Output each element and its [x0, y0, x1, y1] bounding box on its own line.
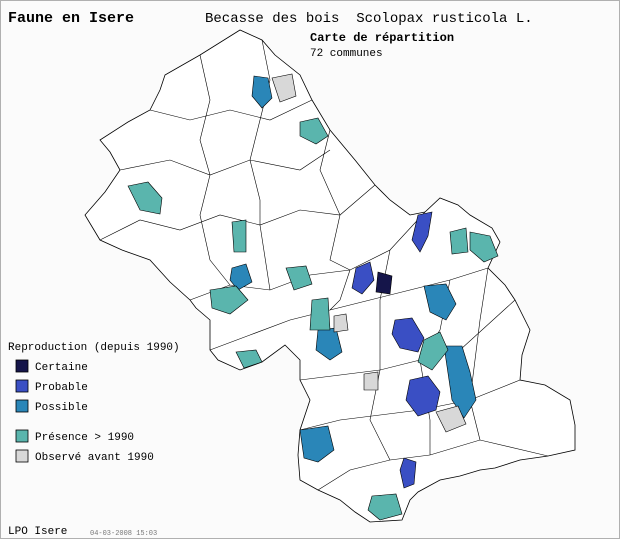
species-title: Becasse des bois Scolopax rusticola L. — [205, 11, 533, 27]
department-map — [84, 29, 576, 523]
occurrence-patch — [443, 345, 477, 419]
legend: Reproduction (depuis 1990) Certaine Proba… — [8, 342, 180, 464]
occurrence-patch — [351, 261, 375, 295]
legend-swatch — [15, 429, 29, 443]
occurrence-patch — [411, 211, 433, 253]
legend-title: Reproduction (depuis 1990) — [8, 342, 180, 354]
commune-count: 72 communes — [310, 48, 383, 60]
legend-items: Certaine Probable Possible Présence > 1990 O… — [15, 359, 154, 464]
legend-label: Observé avant 1990 — [35, 452, 154, 464]
occurrence-patch — [299, 117, 329, 145]
legend-swatch — [15, 379, 29, 393]
occurrence-patch — [209, 285, 249, 315]
map-title: Carte de répartition — [310, 31, 454, 45]
site-title: Faune en Isere — [8, 10, 134, 27]
occurrence-patch — [417, 331, 449, 371]
legend-swatch — [15, 399, 29, 413]
occurrence-patch — [315, 327, 343, 361]
occurrence-patch — [251, 75, 273, 109]
occurrence-patch — [127, 181, 163, 215]
occurrence-patch — [333, 313, 349, 333]
occurrence-patch — [231, 219, 247, 253]
occurrence-patch — [235, 349, 263, 369]
legend-label: Probable — [35, 382, 88, 394]
occurrence-patch — [229, 263, 253, 291]
occurrence-patch — [423, 283, 457, 321]
occurrence-patch — [469, 231, 499, 263]
occurrence-patch — [299, 425, 335, 463]
legend-swatch — [15, 449, 29, 463]
occurrence-patch — [271, 73, 297, 103]
occurrence-patch — [285, 265, 313, 291]
occurrence-patch — [449, 227, 469, 255]
footer-timestamp: 04-03-2008 15:03 — [90, 530, 157, 538]
legend-label: Possible — [35, 402, 88, 414]
occurrence-patch — [375, 271, 393, 295]
occurrence-patch — [391, 317, 425, 353]
occurrence-patch — [309, 297, 331, 331]
occurrence-patch — [435, 405, 467, 433]
occurrence-patch — [405, 375, 441, 417]
occurrence-patch — [363, 371, 379, 391]
occurrence-patch — [367, 493, 403, 521]
occurrence-patch — [399, 457, 417, 489]
legend-swatch — [15, 359, 29, 373]
legend-label: Présence > 1990 — [35, 432, 134, 444]
legend-label: Certaine — [35, 362, 88, 374]
footer-source: LPO Isere — [8, 526, 67, 538]
